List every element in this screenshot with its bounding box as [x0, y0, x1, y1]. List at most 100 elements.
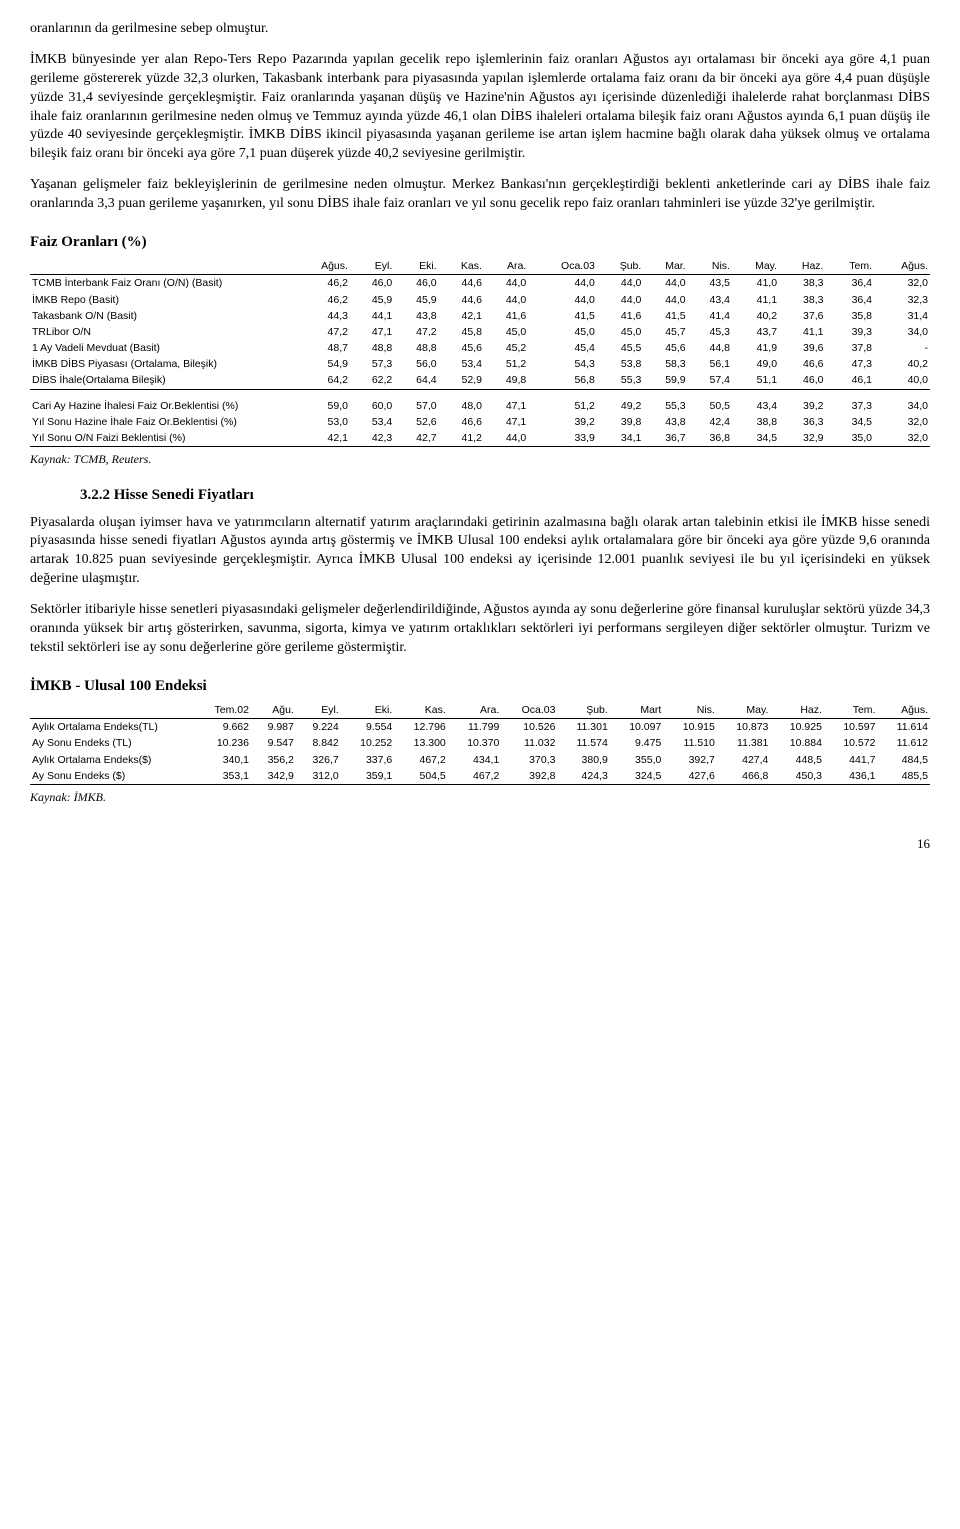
subsection-title: 3.2.2 Hisse Senedi Fiyatları	[80, 485, 930, 505]
table-cell: 337,6	[341, 752, 395, 768]
table-cell: 36,7	[643, 430, 687, 447]
table-cell: -	[874, 340, 930, 356]
table-cell: 33,9	[528, 430, 597, 447]
table-cell: 34,1	[597, 430, 643, 447]
table-cell: 11.032	[501, 735, 557, 751]
col-header: Tem.	[824, 702, 878, 719]
table-cell: 31,4	[874, 308, 930, 324]
table-cell: 37,6	[779, 308, 825, 324]
table-cell: 45,0	[528, 324, 597, 340]
table-cell: 57,3	[350, 356, 394, 372]
col-header: Mart	[610, 702, 664, 719]
table-cell: 34,5	[825, 414, 874, 430]
table-cell: 44,6	[439, 275, 484, 292]
col-header	[30, 258, 294, 275]
table-cell: 10.252	[341, 735, 395, 751]
col-header: Mar.	[643, 258, 687, 275]
table-cell: 9.475	[610, 735, 664, 751]
table-cell: Yıl Sonu O/N Faizi Beklentisi (%)	[30, 430, 294, 447]
table-cell: 48,0	[439, 398, 484, 414]
col-header: Ağus.	[294, 258, 350, 275]
table-cell: 38,3	[779, 292, 825, 308]
table-cell: 441,7	[824, 752, 878, 768]
table-row: Yıl Sonu Hazine İhale Faiz Or.Beklentisi…	[30, 414, 930, 430]
table-cell: 392,7	[663, 752, 717, 768]
col-header: May.	[732, 258, 779, 275]
table-row: Aylık Ortalama Endeks($)340,1356,2326,73…	[30, 752, 930, 768]
table-row: Yıl Sonu O/N Faizi Beklentisi (%)42,142,…	[30, 430, 930, 447]
table-cell: 44,0	[643, 292, 687, 308]
col-header: Kas.	[394, 702, 448, 719]
table-cell: 37,8	[825, 340, 874, 356]
table1-title: Faiz Oranları (%)	[30, 232, 930, 252]
table-cell: Takasbank O/N (Basit)	[30, 308, 294, 324]
table-cell: 45,8	[439, 324, 484, 340]
table-cell: 58,3	[643, 356, 687, 372]
table-cell: 56,0	[394, 356, 438, 372]
table-cell: 11.799	[448, 719, 502, 736]
table-cell: 46,1	[825, 372, 874, 389]
table-cell: 44,0	[484, 292, 528, 308]
table-cell: 353,1	[194, 768, 251, 785]
table-cell: 427,4	[717, 752, 771, 768]
table-cell: 10.236	[194, 735, 251, 751]
table2-title: İMKB - Ulusal 100 Endeksi	[30, 676, 930, 696]
table-cell: 359,1	[341, 768, 395, 785]
para-3: Yaşanan gelişmeler faiz bekleyişlerinin …	[30, 176, 930, 214]
table-cell: 46,6	[439, 414, 484, 430]
table-cell: 42,4	[688, 414, 732, 430]
table-cell: 355,0	[610, 752, 664, 768]
table-cell: 312,0	[296, 768, 341, 785]
table-cell: 57,4	[688, 372, 732, 389]
table-cell: 52,9	[439, 372, 484, 389]
para-4: Piyasalarda oluşan iyimser hava ve yatır…	[30, 514, 930, 590]
table-cell: 35,0	[825, 430, 874, 447]
table-cell: 47,1	[484, 414, 528, 430]
table-cell: 53,4	[350, 414, 394, 430]
table-cell: 340,1	[194, 752, 251, 768]
table-cell: 485,5	[877, 768, 930, 785]
table-cell: 11.510	[663, 735, 717, 751]
table-cell: 34,0	[874, 398, 930, 414]
table-cell: 41,6	[597, 308, 643, 324]
col-header: Kas.	[439, 258, 484, 275]
table-cell: İMKB Repo (Basit)	[30, 292, 294, 308]
table-cell: 9.547	[251, 735, 296, 751]
table-cell: 44,8	[688, 340, 732, 356]
table-cell: 424,3	[557, 768, 609, 785]
table-cell: 56,8	[528, 372, 597, 389]
col-header: Eki.	[394, 258, 438, 275]
table-cell: 36,8	[688, 430, 732, 447]
table-cell: 41,2	[439, 430, 484, 447]
table-cell: 44,0	[484, 430, 528, 447]
table-cell: 45,4	[528, 340, 597, 356]
table-cell: 32,0	[874, 275, 930, 292]
table-cell: 59,0	[294, 398, 350, 414]
table-cell: 36,4	[825, 275, 874, 292]
table-cell: 448,5	[770, 752, 824, 768]
table-cell: 39,3	[825, 324, 874, 340]
table-cell: 51,2	[484, 356, 528, 372]
table-cell: 342,9	[251, 768, 296, 785]
table-cell: 45,0	[597, 324, 643, 340]
table-cell: 41,1	[732, 292, 779, 308]
col-header: Haz.	[770, 702, 824, 719]
faiz-oranlari-table: Ağus.Eyl.Eki.Kas.Ara.Oca.03Şub.Mar.Nis.M…	[30, 258, 930, 447]
table-cell: 54,9	[294, 356, 350, 372]
table-cell: 62,2	[350, 372, 394, 389]
table-cell: İMKB DİBS Piyasası (Ortalama, Bileşik)	[30, 356, 294, 372]
table-cell: 8.842	[296, 735, 341, 751]
col-header: Eyl.	[350, 258, 394, 275]
table-cell: 32,0	[874, 430, 930, 447]
table-row: İMKB Repo (Basit)46,245,945,944,644,044,…	[30, 292, 930, 308]
col-header: Ağus.	[877, 702, 930, 719]
table-cell: 45,6	[439, 340, 484, 356]
table-cell: 467,2	[394, 752, 448, 768]
table-cell: 436,1	[824, 768, 878, 785]
col-header: Tem.	[825, 258, 874, 275]
table-cell: 57,0	[394, 398, 438, 414]
table-cell: 37,3	[825, 398, 874, 414]
table-row: 1 Ay Vadeli Mevduat (Basit)48,748,848,84…	[30, 340, 930, 356]
para-1: oranlarının da gerilmesine sebep olmuştu…	[30, 20, 930, 39]
table-row: Ay Sonu Endeks ($)353,1342,9312,0359,150…	[30, 768, 930, 785]
